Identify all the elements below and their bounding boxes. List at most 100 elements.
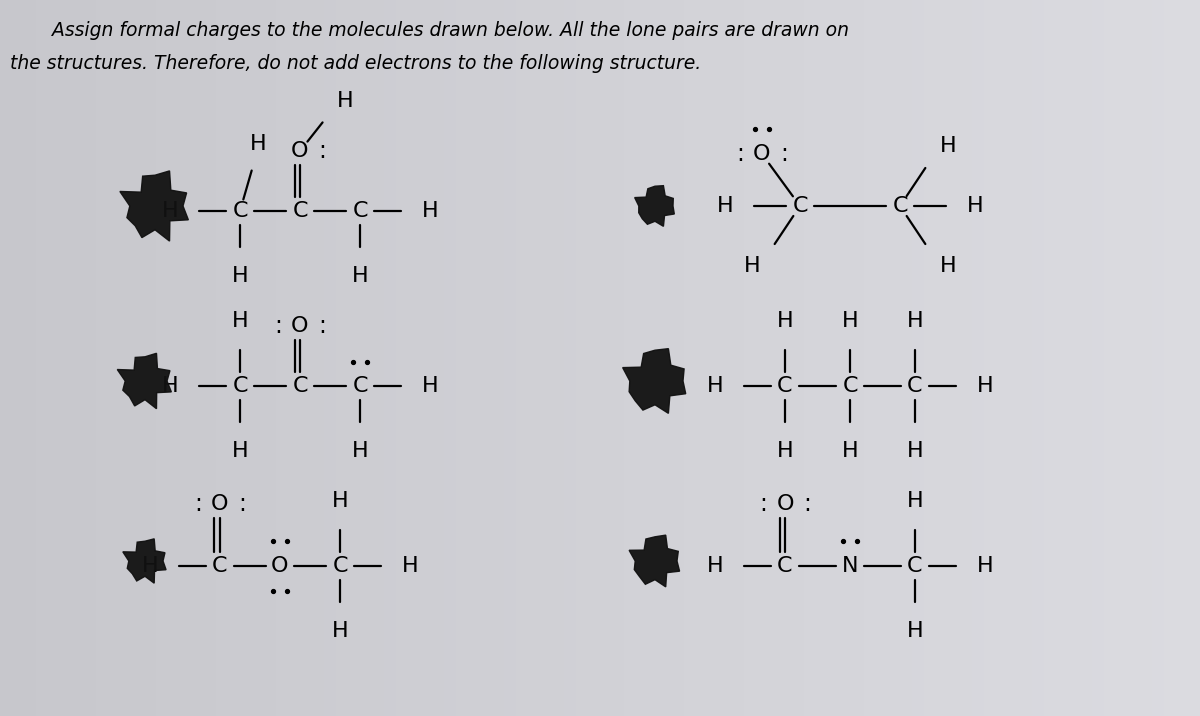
Bar	[1020, 0, 1032, 716]
Bar	[276, 0, 288, 716]
Text: H: H	[232, 441, 248, 461]
Bar	[564, 0, 576, 716]
Text: C: C	[778, 376, 793, 396]
Bar	[900, 0, 912, 716]
Bar	[972, 0, 984, 716]
Text: :: :	[318, 139, 326, 163]
Bar	[1164, 0, 1176, 716]
Bar	[1008, 0, 1020, 716]
Text: H: H	[421, 201, 438, 221]
Bar	[132, 0, 144, 716]
Text: H: H	[352, 266, 368, 286]
Bar	[804, 0, 816, 716]
Bar	[108, 0, 120, 716]
Text: H: H	[142, 556, 158, 576]
Bar	[924, 0, 936, 716]
Bar	[852, 0, 864, 716]
Text: H: H	[402, 556, 419, 576]
Bar	[1080, 0, 1092, 716]
Bar	[1068, 0, 1080, 716]
Bar	[192, 0, 204, 716]
Text: C: C	[893, 196, 907, 216]
Bar	[444, 0, 456, 716]
Text: :: :	[194, 492, 202, 516]
Bar	[24, 0, 36, 716]
Bar	[240, 0, 252, 716]
Bar	[216, 0, 228, 716]
Text: C: C	[293, 376, 307, 396]
Text: C: C	[778, 556, 793, 576]
Text: H: H	[707, 376, 724, 396]
Bar	[624, 0, 636, 716]
Bar	[744, 0, 756, 716]
Bar	[468, 0, 480, 716]
Polygon shape	[120, 171, 188, 241]
Text: C: C	[293, 201, 307, 221]
Text: H: H	[907, 621, 923, 641]
Polygon shape	[623, 349, 685, 413]
Bar	[324, 0, 336, 716]
Text: O: O	[211, 494, 229, 514]
Text: O: O	[271, 556, 289, 576]
Bar	[816, 0, 828, 716]
Bar	[780, 0, 792, 716]
Bar	[1056, 0, 1068, 716]
Polygon shape	[122, 539, 166, 583]
Bar	[288, 0, 300, 716]
Bar	[120, 0, 132, 716]
Text: :: :	[760, 492, 767, 516]
Text: O: O	[292, 316, 308, 336]
Bar	[96, 0, 108, 716]
Bar	[588, 0, 600, 716]
Polygon shape	[118, 353, 172, 409]
Text: H: H	[776, 311, 793, 331]
Bar	[204, 0, 216, 716]
Text: :: :	[736, 142, 744, 166]
Bar	[408, 0, 420, 716]
Bar	[936, 0, 948, 716]
Bar	[888, 0, 900, 716]
Bar	[336, 0, 348, 716]
Text: H: H	[331, 621, 348, 641]
Text: H: H	[907, 441, 923, 461]
Text: C: C	[212, 556, 228, 576]
Bar	[600, 0, 612, 716]
Bar	[612, 0, 624, 716]
Text: :: :	[238, 492, 246, 516]
Bar	[984, 0, 996, 716]
Bar	[840, 0, 852, 716]
Bar	[180, 0, 192, 716]
Bar	[84, 0, 96, 716]
Bar	[708, 0, 720, 716]
Text: the structures. Therefore, do not add electrons to the following structure.: the structures. Therefore, do not add el…	[10, 54, 701, 73]
Text: H: H	[967, 196, 983, 216]
Text: H: H	[977, 556, 994, 576]
Bar	[60, 0, 72, 716]
Bar	[1116, 0, 1128, 716]
Bar	[252, 0, 264, 716]
Text: C: C	[353, 201, 367, 221]
Bar	[1140, 0, 1152, 716]
Text: H: H	[232, 266, 248, 286]
Text: :: :	[780, 142, 788, 166]
Bar	[732, 0, 744, 716]
Text: C: C	[907, 376, 923, 396]
Bar	[684, 0, 696, 716]
Bar	[792, 0, 804, 716]
Text: C: C	[842, 376, 858, 396]
Bar	[1044, 0, 1056, 716]
Bar	[672, 0, 684, 716]
Bar	[540, 0, 552, 716]
Text: C: C	[332, 556, 348, 576]
Text: H: H	[977, 376, 994, 396]
Text: H: H	[744, 256, 761, 276]
Text: O: O	[292, 141, 308, 161]
Bar	[1152, 0, 1164, 716]
Text: C: C	[907, 556, 923, 576]
Bar	[768, 0, 780, 716]
Text: C: C	[233, 376, 247, 396]
Text: H: H	[907, 311, 923, 331]
Bar	[1104, 0, 1116, 716]
Bar	[648, 0, 660, 716]
Bar	[144, 0, 156, 716]
